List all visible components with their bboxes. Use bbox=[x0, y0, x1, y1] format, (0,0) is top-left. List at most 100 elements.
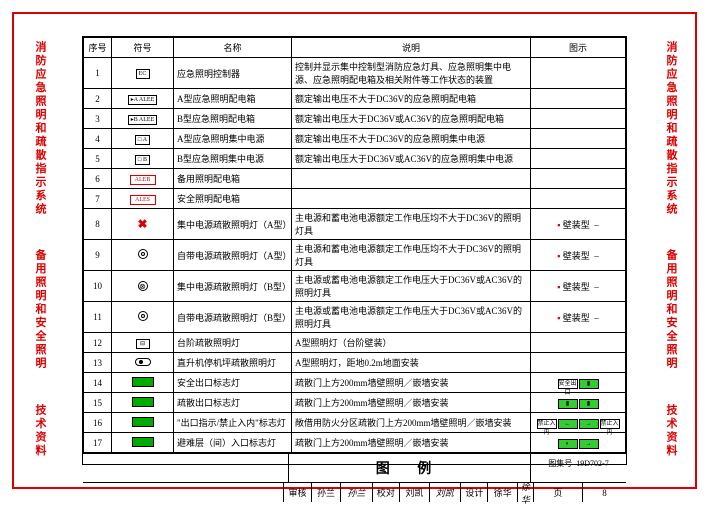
cell-desc: 疏散门上方200mm墙壁照明／嵌墙安装 bbox=[292, 373, 531, 393]
cell-symbol: ▸A ALEE bbox=[112, 89, 174, 109]
hdr-no: 序号 bbox=[84, 38, 112, 58]
table-header: 序号 符号 名称 说明 图示 bbox=[84, 38, 626, 58]
cell-no: 2 bbox=[84, 89, 112, 109]
cell-desc: A型照明灯，距地0.2m地面安装 bbox=[292, 353, 531, 373]
review-label: 审核 bbox=[284, 483, 312, 502]
cell-symbol: □ A bbox=[112, 129, 174, 149]
cell-pic: 壁装型 – bbox=[531, 209, 626, 240]
table-row: 2▸A ALEEA型应急照明配电箱额定输出电压不大于DC36V的应急照明配电箱 bbox=[84, 89, 626, 109]
cell-desc bbox=[292, 169, 531, 189]
cell-pic: ▮▮ bbox=[531, 393, 626, 413]
cell-symbol bbox=[112, 353, 174, 373]
cell-no: 17 bbox=[84, 433, 112, 453]
cell-desc: 额定输出电压不大于DC36V的应急照明集中电源 bbox=[292, 129, 531, 149]
cell-no: 12 bbox=[84, 333, 112, 353]
strip-label-bot: 技术资料 bbox=[30, 392, 48, 472]
cell-name: 安全出口标志灯 bbox=[174, 373, 292, 393]
right-strip: 消防应急照明和疏散指示系统 备用照明和安全照明 技术资料 bbox=[661, 30, 679, 471]
cell-symbol bbox=[112, 302, 174, 333]
page-label: 页 bbox=[534, 483, 583, 502]
cell-pic: 壁装型 – bbox=[531, 302, 626, 333]
cell-no: 7 bbox=[84, 189, 112, 209]
table-row: 1EC应急照明控制器控制并显示集中控制型消防应急灯具、应急照明集中电源、应急照明… bbox=[84, 58, 626, 89]
cell-desc: 控制并显示集中控制型消防应急灯具、应急照明集中电源、应急照明配电箱及相关附件等工… bbox=[292, 58, 531, 89]
cell-name: 备用照明配电箱 bbox=[174, 169, 292, 189]
cell-name: 集中电源疏散照明灯（B型） bbox=[174, 271, 292, 302]
cell-name: B型应急照明集中电源 bbox=[174, 149, 292, 169]
cell-symbol: ▸B ALEE bbox=[112, 109, 174, 129]
cell-no: 14 bbox=[84, 373, 112, 393]
cell-symbol bbox=[112, 413, 174, 433]
table-row: 7ALES安全照明配电箱 bbox=[84, 189, 626, 209]
table-row: 10⊗集中电源疏散照明灯（B型）主电源或蓄电池电源额定工作电压大于DC36V或A… bbox=[84, 271, 626, 302]
cell-pic bbox=[531, 333, 626, 353]
table-row: 4□ AA型应急照明集中电源额定输出电压不大于DC36V的应急照明集中电源 bbox=[84, 129, 626, 149]
strip-label-mid: 备用照明和安全照明 bbox=[30, 228, 48, 392]
table-row: 14 安全出口标志灯疏散门上方200mm墙壁照明／嵌墙安装安全出口▮ bbox=[84, 373, 626, 393]
design-sig: 徐华 bbox=[518, 483, 534, 502]
hdr-name: 名称 bbox=[174, 38, 292, 58]
outer-frame: 消防应急照明和疏散指示系统 备用照明和安全照明 技术资料 消防应急照明和疏散指示… bbox=[12, 12, 697, 489]
cell-desc: 敞借用防火分区疏散门上方200mm墙壁照明／嵌墙安装 bbox=[292, 413, 531, 433]
cell-desc: A型照明灯（台阶壁装） bbox=[292, 333, 531, 353]
cell-desc: 额定输出电压大于DC36V或AC36V的应急照明集中电源 bbox=[292, 149, 531, 169]
hdr-sym: 符号 bbox=[112, 38, 174, 58]
check-label: 校对 bbox=[373, 483, 401, 502]
set-no: 19D702-7 bbox=[576, 459, 608, 468]
check-name: 刘凯 bbox=[400, 483, 429, 502]
cell-symbol: ALES bbox=[112, 189, 174, 209]
cell-no: 8 bbox=[84, 209, 112, 240]
cell-no: 6 bbox=[84, 169, 112, 189]
table-row: 15疏散出口标志灯疏散门上方200mm墙壁照明／嵌墙安装▮▮ bbox=[84, 393, 626, 413]
title-block: 图 例 图集号 19D702-7 审核 孙兰 孙兰 校对 刘凯 刘凯 设计 徐华… bbox=[83, 453, 626, 502]
cell-no: 3 bbox=[84, 109, 112, 129]
cell-pic bbox=[531, 353, 626, 373]
set-label: 图集号 bbox=[548, 459, 572, 468]
cell-desc bbox=[292, 189, 531, 209]
cell-desc: 主电源和蓄电池电源额定工作电压均不大于DC36V的照明灯具 bbox=[292, 209, 531, 240]
cell-symbol bbox=[112, 433, 174, 453]
cell-desc: 疏散门上方200mm墙壁照明／嵌墙安装 bbox=[292, 433, 531, 453]
cell-name: A型应急照明配电箱 bbox=[174, 89, 292, 109]
table-row: 6ALEB备用照明配电箱 bbox=[84, 169, 626, 189]
legend-table: 序号 符号 名称 说明 图示 1EC应急照明控制器控制并显示集中控制型消防应急灯… bbox=[83, 37, 626, 453]
cell-pic: 禁止入内←→禁止入内 bbox=[531, 413, 626, 433]
table-row: 13 直升机停机坪疏散照明灯A型照明灯，距地0.2m地面安装 bbox=[84, 353, 626, 373]
cell-pic: 壁装型 – bbox=[531, 240, 626, 271]
left-strip: 消防应急照明和疏散指示系统 备用照明和安全照明 技术资料 bbox=[30, 30, 48, 471]
table-row: 3▸B ALEEB型应急照明配电箱额定输出电压大于DC36V或AC36V的应急照… bbox=[84, 109, 626, 129]
cell-symbol bbox=[112, 393, 174, 413]
cell-desc: 主电源和蓄电池电源额定工作电压均不大于DC36V的照明灯具 bbox=[292, 240, 531, 271]
cell-no: 13 bbox=[84, 353, 112, 373]
table-row: 12⊟台阶疏散照明灯A型照明灯（台阶壁装） bbox=[84, 333, 626, 353]
table-row: 8✖集中电源疏散照明灯（A型）主电源和蓄电池电源额定工作电压均不大于DC36V的… bbox=[84, 209, 626, 240]
table-row: 5□ BB型应急照明集中电源额定输出电压大于DC36V或AC36V的应急照明集中… bbox=[84, 149, 626, 169]
cell-no: 10 bbox=[84, 271, 112, 302]
hdr-pic: 图示 bbox=[531, 38, 626, 58]
strip-label-mid-r: 备用照明和安全照明 bbox=[661, 228, 679, 392]
footer-set: 图集号 19D702-7 bbox=[531, 454, 626, 482]
cell-name: 安全照明配电箱 bbox=[174, 189, 292, 209]
cell-pic bbox=[531, 89, 626, 109]
cell-desc: 疏散门上方200mm墙壁照明／嵌墙安装 bbox=[292, 393, 531, 413]
cell-symbol bbox=[112, 373, 174, 393]
cell-pic: 壁装型 – bbox=[531, 271, 626, 302]
cell-no: 11 bbox=[84, 302, 112, 333]
cell-no: 16 bbox=[84, 413, 112, 433]
table-row: 16"出口指示/禁止入内"标志灯敞借用防火分区疏散门上方200mm墙壁照明／嵌墙… bbox=[84, 413, 626, 433]
cell-name: 直升机停机坪疏散照明灯 bbox=[174, 353, 292, 373]
cell-symbol: □ B bbox=[112, 149, 174, 169]
cell-pic bbox=[531, 149, 626, 169]
cell-pic bbox=[531, 189, 626, 209]
cell-name: B型应急照明配电箱 bbox=[174, 109, 292, 129]
cell-name: 疏散出口标志灯 bbox=[174, 393, 292, 413]
cell-symbol: ⊟ bbox=[112, 333, 174, 353]
strip-label-top-r: 消防应急照明和疏散指示系统 bbox=[661, 30, 679, 228]
cell-name: 台阶疏散照明灯 bbox=[174, 333, 292, 353]
cell-pic bbox=[531, 58, 626, 89]
cell-pic: 安全出口▮ bbox=[531, 373, 626, 393]
page-no: 8 bbox=[583, 483, 626, 502]
cell-desc: 主电源或蓄电池电源额定工作电压大于DC36V或AC36V的照明灯具 bbox=[292, 271, 531, 302]
review-name: 孙兰 bbox=[312, 483, 341, 502]
table-row: 11自带电源疏散照明灯（B型）主电源或蓄电池电源额定工作电压大于DC36V或AC… bbox=[84, 302, 626, 333]
